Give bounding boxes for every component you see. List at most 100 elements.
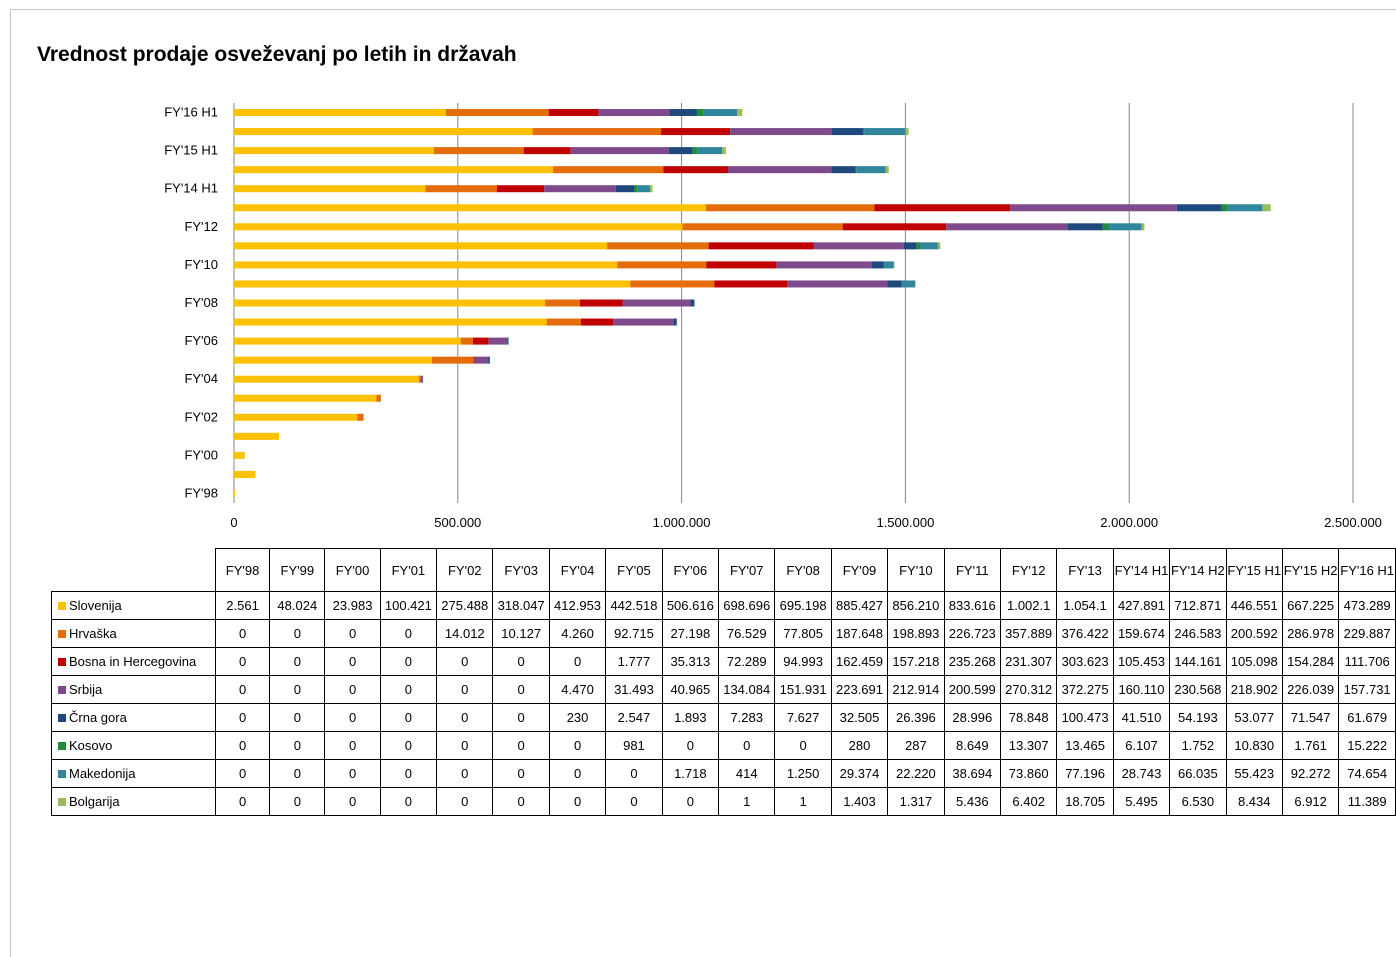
x-tick-label: 0 xyxy=(230,515,237,530)
bar-segment xyxy=(418,375,421,383)
bar-segment xyxy=(570,147,669,155)
bar-segment xyxy=(1010,204,1177,212)
table-cell: 5.495 xyxy=(1112,787,1171,816)
table-cell: 0 xyxy=(436,731,494,760)
column-header: FY'09 xyxy=(830,548,889,592)
table-cell: 144.161 xyxy=(1169,647,1227,676)
bar-segment xyxy=(507,337,509,345)
column-header: FY'11 xyxy=(943,548,1001,592)
bar-segment xyxy=(488,356,490,364)
table-cell: 0 xyxy=(605,759,663,788)
table-cell: 6.402 xyxy=(999,787,1058,816)
column-header: FY'14 H1 xyxy=(1112,548,1171,592)
bar-segment xyxy=(234,109,446,117)
table-cell: 0 xyxy=(436,703,494,732)
x-tick-label: 1.500.000 xyxy=(876,515,934,530)
table-cell: 473.289 xyxy=(1338,591,1396,620)
table-cell: 61.679 xyxy=(1338,703,1396,732)
bar-segment xyxy=(920,242,938,250)
series-legend-cell: Hrvaška xyxy=(51,619,216,648)
bar-segment xyxy=(425,185,497,193)
table-cell: 229.887 xyxy=(1338,619,1396,648)
bar-segment xyxy=(523,147,571,155)
column-header: FY'03 xyxy=(492,548,550,592)
series-name: Črna gora xyxy=(69,709,127,725)
table-cell: 712.871 xyxy=(1169,591,1227,620)
table-cell: 0 xyxy=(214,759,271,788)
bar-segment xyxy=(708,242,814,250)
table-body: Slovenija 2.561 48.024 23.983 100.421 275.488… xyxy=(51,591,1396,816)
x-tick-label: 1.000.000 xyxy=(653,515,711,530)
table-cell: 2.561 xyxy=(214,591,271,620)
table-cell: 0 xyxy=(492,703,550,732)
bar-segment xyxy=(234,147,434,155)
bar-segment xyxy=(234,432,279,440)
bar-segment xyxy=(787,280,888,288)
table-cell: 212.914 xyxy=(887,675,945,704)
table-cell: 0 xyxy=(269,675,326,704)
bar-segment xyxy=(696,109,704,117)
table-cell: 427.891 xyxy=(1112,591,1171,620)
bar-segment xyxy=(234,242,608,250)
table-cell: 10.830 xyxy=(1225,731,1283,760)
table-cell: 230 xyxy=(548,703,607,732)
bar-segment xyxy=(507,337,508,345)
table-cell: 0 xyxy=(436,647,494,676)
table-cell: 92.715 xyxy=(605,619,663,648)
table-cell: 0 xyxy=(324,731,381,760)
y-tick-label: FY'10 xyxy=(184,257,218,272)
table-cell: 72.289 xyxy=(718,647,776,676)
bar-segment xyxy=(874,204,1011,212)
table-cell: 0 xyxy=(492,787,550,816)
bar-segment xyxy=(871,261,884,269)
series-legend-cell: Bosna in Hercegovina xyxy=(51,647,216,676)
table-row: Srbija 0 0 0 0 0 0 4.470 31.493 40.965 134.084 151.… xyxy=(51,675,1396,704)
table-cell: 53.077 xyxy=(1225,703,1283,732)
column-header: FY'07 xyxy=(718,548,776,592)
table-cell: 0 xyxy=(492,731,550,760)
table-cell: 235.268 xyxy=(943,647,1001,676)
bar-segment xyxy=(697,147,723,155)
column-header: FY'02 xyxy=(436,548,494,592)
table-cell: 0 xyxy=(661,787,720,816)
bar-segment xyxy=(432,356,474,364)
table-cell: 0 xyxy=(379,759,438,788)
table-row: Makedonija 0 0 0 0 0 0 0 0 1.718 414 1.250 29.374 22.… xyxy=(51,759,1396,788)
legend-swatch xyxy=(58,713,66,722)
table-cell: 0 xyxy=(214,703,271,732)
x-tick-label: 2.000.000 xyxy=(1100,515,1158,530)
table-cell: 14.012 xyxy=(436,619,494,648)
table-cell: 0 xyxy=(269,647,326,676)
table-cell: 1.317 xyxy=(887,787,945,816)
column-header: FY'06 xyxy=(661,548,720,592)
column-header: FY'16 H1 xyxy=(1338,548,1396,592)
table-cell: 357.889 xyxy=(999,619,1058,648)
table-cell: 695.198 xyxy=(774,591,832,620)
bar-segment xyxy=(472,337,489,345)
table-corner-cell xyxy=(51,548,216,592)
table-cell: 7.627 xyxy=(774,703,832,732)
bar-segment xyxy=(916,242,921,250)
table-cell: 13.465 xyxy=(1056,731,1114,760)
table-cell: 8.649 xyxy=(943,731,1001,760)
bar-segment xyxy=(1141,223,1145,231)
table-cell: 0 xyxy=(214,619,271,648)
table-row: Bolgarija 0 0 0 0 0 0 0 0 0 1 1 1.403 1.317 5.436 6.402… xyxy=(51,787,1396,816)
table-cell: 100.421 xyxy=(379,591,438,620)
bar-segment xyxy=(598,109,670,117)
bar-segment xyxy=(544,185,616,193)
series-legend-cell: Bolgarija xyxy=(51,787,216,816)
bar-segment xyxy=(622,299,691,307)
table-cell: 40.965 xyxy=(661,675,720,704)
table-cell: 0 xyxy=(269,703,326,732)
chart-title: Vrednost prodaje osveževanj po letih in … xyxy=(37,43,517,66)
bar-segment xyxy=(433,147,524,155)
bar-segment xyxy=(887,280,902,288)
table-cell: 18.705 xyxy=(1056,787,1114,816)
table-cell: 0 xyxy=(379,675,438,704)
column-header: FY'01 xyxy=(379,548,438,592)
table-cell: 32.505 xyxy=(830,703,889,732)
table-cell: 412.953 xyxy=(548,591,607,620)
series-name: Hrvaška xyxy=(69,625,117,641)
table-cell: 0 xyxy=(324,647,381,676)
